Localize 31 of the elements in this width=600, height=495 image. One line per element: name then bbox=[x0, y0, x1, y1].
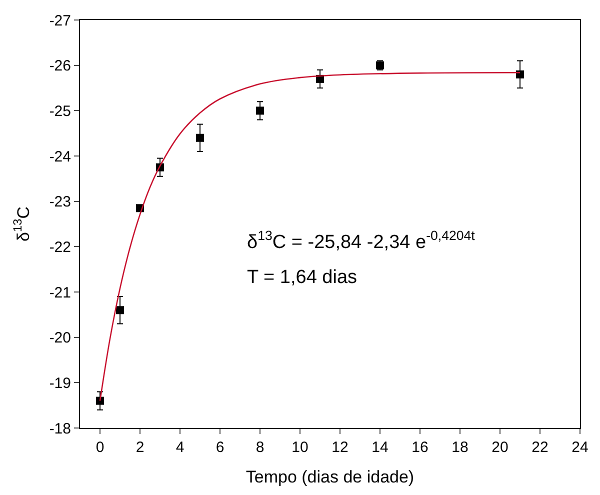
y-tick-label: -26 bbox=[49, 58, 71, 75]
y-tick-label: -21 bbox=[49, 284, 71, 302]
point bbox=[256, 106, 264, 115]
x-tick-label: 2 bbox=[136, 439, 144, 456]
x-tick-label: 6 bbox=[216, 439, 224, 456]
x-tick-label: 12 bbox=[332, 439, 348, 456]
x-axis-title: Tempo (dias de idade) bbox=[246, 467, 414, 486]
x-tick-label: 24 bbox=[572, 439, 588, 456]
x-tick-label: 0 bbox=[96, 439, 104, 456]
x-tick-label: 10 bbox=[292, 439, 308, 456]
x-tick-label: 22 bbox=[532, 439, 548, 456]
point bbox=[96, 396, 104, 405]
point bbox=[196, 134, 204, 142]
y-tick-label: -20 bbox=[49, 330, 71, 347]
y-tick-label: -22 bbox=[49, 238, 71, 256]
annotation: T = 1,64 dias bbox=[247, 267, 358, 288]
x-tick-label: 4 bbox=[176, 439, 184, 456]
annotation: δ$^{13}$C = -25,84 -2,34 e$^{-0,4204t}$ bbox=[247, 228, 476, 253]
y-tick-label: -24 bbox=[49, 148, 71, 166]
y-tick-label: -27 bbox=[49, 12, 71, 30]
point bbox=[516, 70, 524, 78]
y-tick-label: -25 bbox=[49, 102, 71, 120]
x-tick-label: 20 bbox=[492, 439, 508, 456]
x-tick-label: 8 bbox=[256, 439, 264, 456]
y-tick-label: -18 bbox=[49, 420, 71, 438]
y-tick-label: -19 bbox=[49, 374, 71, 392]
x-tick-label: 16 bbox=[412, 439, 428, 456]
x-tick-label: 18 bbox=[452, 439, 468, 456]
point bbox=[116, 306, 124, 314]
x-tick-label: 14 bbox=[372, 439, 388, 456]
y-tick-label: -23 bbox=[49, 194, 71, 211]
